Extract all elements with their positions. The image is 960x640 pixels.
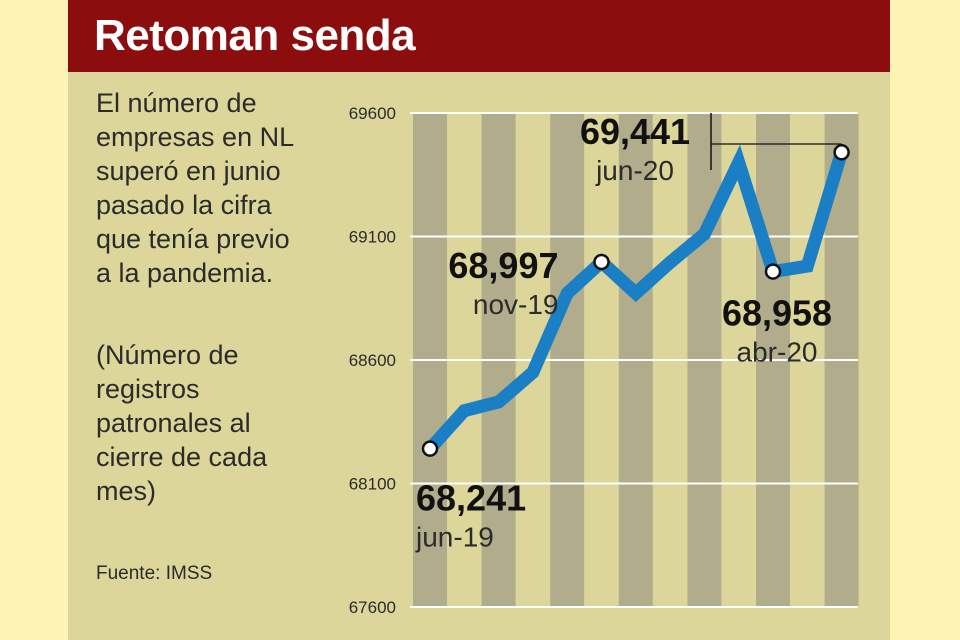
y-tick-label: 69600 [349,104,396,123]
infographic-card: Retoman senda El número de empresas en N… [68,0,890,640]
units-note: (Número de registros patronales al cierr… [96,340,268,506]
y-tick-label: 67600 [349,598,396,617]
y-tick-label: 69100 [349,228,396,247]
annotated-point [593,253,610,271]
annotated-point [764,263,782,280]
source-text: Fuente: IMSS [96,563,213,584]
annotation-date: jun-20 [595,155,674,186]
annotation-date: jun-19 [415,522,494,553]
annotation-value: 68,241 [416,478,526,519]
y-tick-label: 68100 [349,475,396,494]
annotation-date: abr-20 [737,337,818,368]
y-tick-labels: 69600 69100 68600 68100 67600 [349,104,396,617]
annotated-point [421,440,439,457]
description-text: El número de empresas en NL superó en ju… [96,88,294,288]
annotation-value: 68,997 [448,245,558,286]
y-tick-label: 68600 [349,351,396,370]
data-points [421,144,850,457]
annotation-date: nov-19 [473,289,559,320]
annotation-value: 68,958 [722,293,832,334]
page-title: Retoman senda [94,11,416,60]
annotated-point [833,144,850,161]
grid-lines [410,112,858,608]
header-bar: Retoman senda [68,0,890,72]
annotation-value: 69,441 [580,111,690,152]
